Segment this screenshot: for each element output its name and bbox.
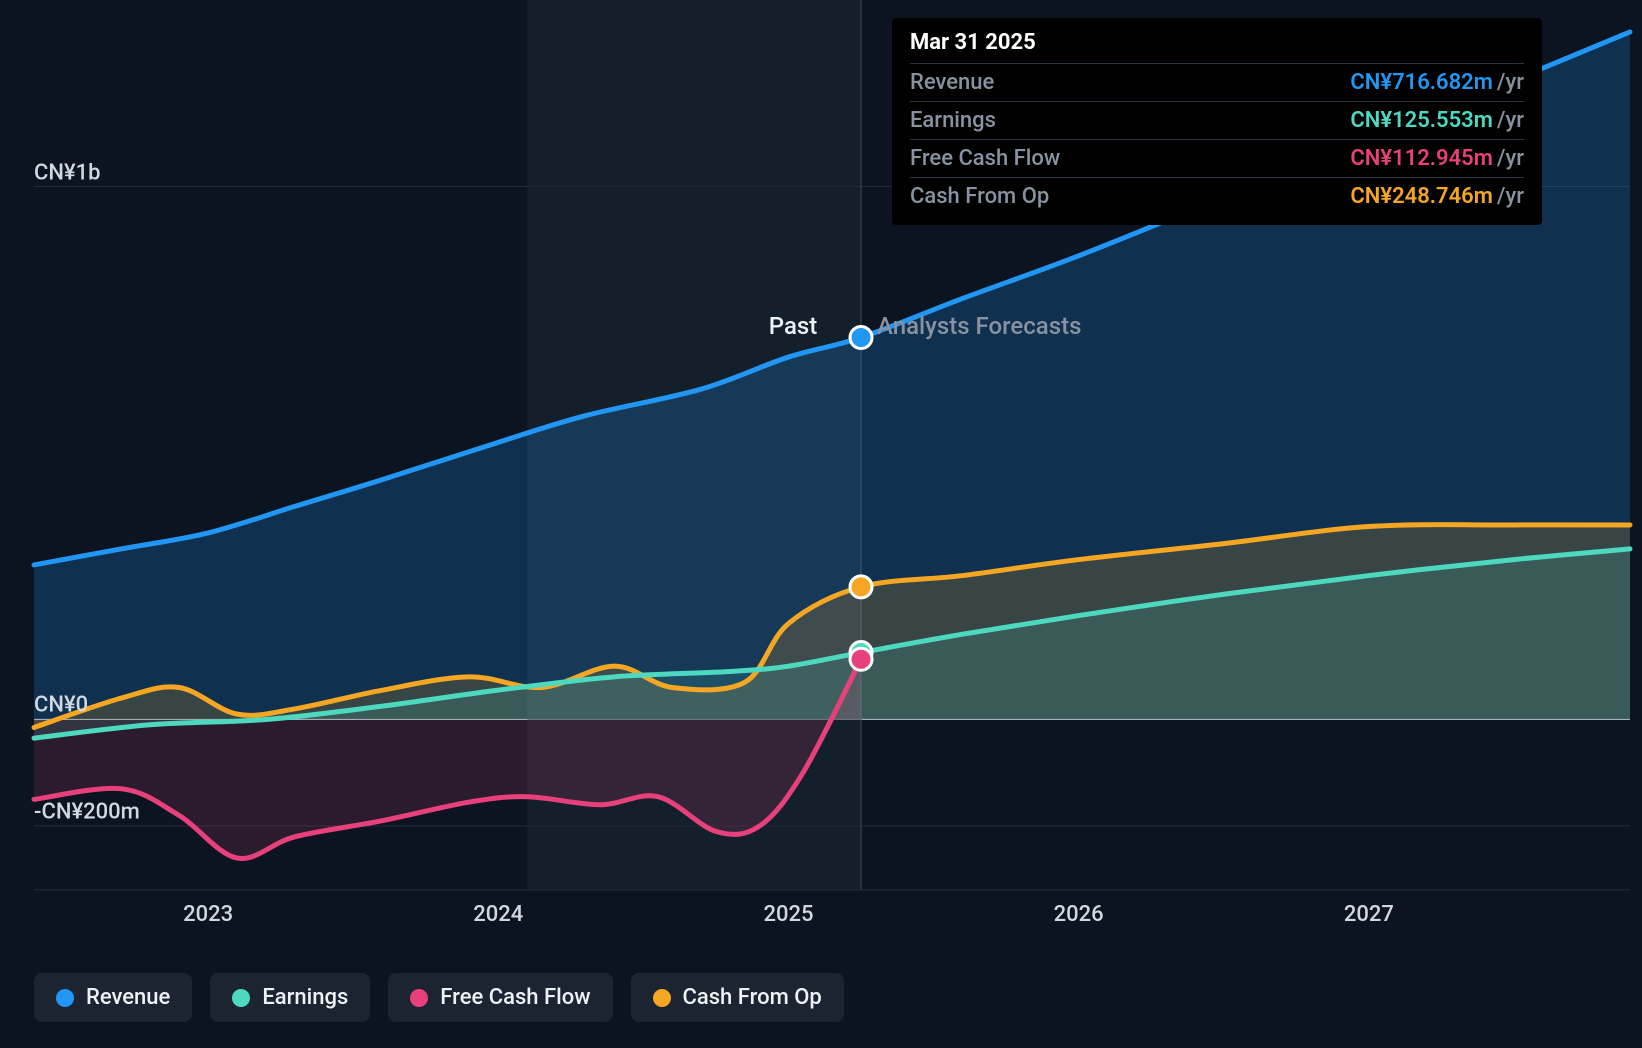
era-label-past: Past bbox=[769, 312, 817, 340]
x-tick-label: 2025 bbox=[763, 902, 813, 927]
chart-legend: Revenue Earnings Free Cash Flow Cash From O… bbox=[34, 973, 844, 1022]
legend-item-cash_from_op[interactable]: Cash From Op bbox=[631, 973, 844, 1022]
x-tick-label: 2027 bbox=[1344, 902, 1394, 927]
tooltip-row-label: Revenue bbox=[910, 70, 994, 95]
tooltip-row-label: Earnings bbox=[910, 108, 996, 133]
tooltip-date: Mar 31 2025 bbox=[910, 30, 1524, 64]
tooltip-row-unit: /yr bbox=[1497, 70, 1524, 95]
era-label-forecast: Analysts Forecasts bbox=[877, 312, 1081, 340]
legend-dot-icon bbox=[410, 989, 428, 1007]
tooltip-row-unit: /yr bbox=[1497, 108, 1524, 133]
tooltip-row-value: CN¥112.945m bbox=[1350, 146, 1492, 171]
legend-item-earnings[interactable]: Earnings bbox=[210, 973, 370, 1022]
legend-dot-icon bbox=[232, 989, 250, 1007]
legend-item-label: Revenue bbox=[86, 985, 170, 1010]
legend-item-revenue[interactable]: Revenue bbox=[34, 973, 192, 1022]
y-tick-label: -CN¥200m bbox=[34, 800, 140, 825]
tooltip-row: Cash From Op CN¥248.746m/yr bbox=[910, 178, 1524, 215]
chart-tooltip: Mar 31 2025 RevenueCN¥716.682m/yrEarning… bbox=[892, 18, 1542, 225]
legend-dot-icon bbox=[56, 989, 74, 1007]
y-tick-label: CN¥0 bbox=[34, 693, 88, 718]
x-tick-label: 2026 bbox=[1054, 902, 1104, 927]
tooltip-row-label: Free Cash Flow bbox=[910, 146, 1060, 171]
x-tick-label: 2024 bbox=[473, 902, 523, 927]
legend-item-free_cash_flow[interactable]: Free Cash Flow bbox=[388, 973, 612, 1022]
tooltip-row-label: Cash From Op bbox=[910, 184, 1049, 209]
tooltip-row: Earnings CN¥125.553m/yr bbox=[910, 102, 1524, 140]
legend-item-label: Free Cash Flow bbox=[440, 985, 590, 1010]
legend-item-label: Earnings bbox=[262, 985, 348, 1010]
tooltip-row-value: CN¥125.553m bbox=[1350, 108, 1492, 133]
x-tick-label: 2023 bbox=[183, 902, 233, 927]
tooltip-row-unit: /yr bbox=[1497, 184, 1524, 209]
legend-item-label: Cash From Op bbox=[683, 985, 822, 1010]
tooltip-row-value: CN¥716.682m bbox=[1350, 70, 1492, 95]
financials-chart: CN¥1b CN¥0 -CN¥200m 2023 2024 2025 2026 2027 P… bbox=[0, 0, 1642, 1048]
tooltip-row-unit: /yr bbox=[1497, 146, 1524, 171]
legend-dot-icon bbox=[653, 989, 671, 1007]
tooltip-row: Revenue CN¥716.682m/yr bbox=[910, 64, 1524, 102]
tooltip-row: Free Cash Flow CN¥112.945m/yr bbox=[910, 140, 1524, 178]
tooltip-row-value: CN¥248.746m bbox=[1350, 184, 1492, 209]
y-tick-label: CN¥1b bbox=[34, 160, 101, 185]
